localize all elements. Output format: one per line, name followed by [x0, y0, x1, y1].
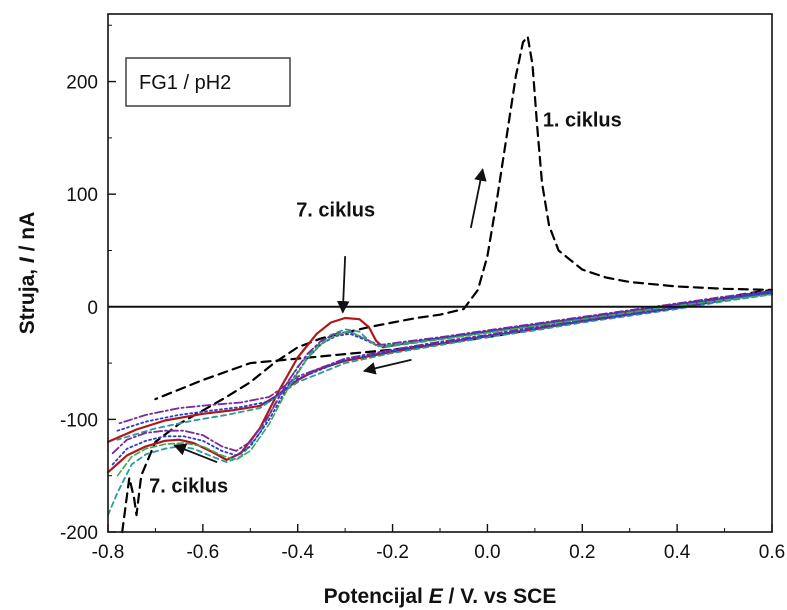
series-line-1 [121, 35, 774, 534]
annotation-label: 1. ciklus [543, 110, 622, 132]
x-tick-label: 0.0 [474, 542, 500, 563]
x-tick-label: -0.4 [281, 542, 314, 563]
annotation-arrow [173, 443, 218, 464]
x-axis-title-part: Potencijal [324, 585, 429, 608]
x-axis-title-part: E [429, 585, 444, 608]
y-axis-title-part: / nA [16, 212, 39, 258]
series-line-5 [111, 291, 773, 466]
x-axis-title: Potencijal E / V. vs SCE [324, 585, 557, 608]
x-tick-label: 0.4 [664, 542, 691, 563]
x-tick-label: -0.2 [376, 542, 409, 563]
annotation-arrow [469, 168, 487, 229]
annotation-arrow [336, 256, 350, 314]
x-tick-label: -0.8 [92, 542, 125, 563]
y-axis-title: Struja, I / nA [16, 212, 39, 335]
y-tick-label: 0 [87, 298, 98, 319]
annotation-label: 7. ciklus [296, 200, 375, 222]
y-tick-label: 100 [66, 185, 98, 206]
annotation-label: 7. ciklus [149, 476, 228, 498]
x-tick-label: 0.2 [569, 542, 595, 563]
y-tick-label: -200 [60, 523, 98, 544]
series-line-4 [111, 290, 773, 455]
x-tick-label: 0.6 [759, 542, 785, 563]
annotation-arrow [362, 358, 412, 375]
legend-box-label: FG1 / pH2 [139, 72, 231, 94]
y-tick-label: 200 [66, 73, 98, 94]
y-axis-title-part: Struja, [16, 263, 39, 334]
x-axis-title-part: / V. vs SCE [443, 585, 557, 608]
legend-box [125, 57, 291, 107]
series-line-2 [106, 292, 774, 474]
y-axis-title-part: I [16, 256, 39, 263]
series-line-6 [116, 293, 773, 477]
y-tick-label: -100 [60, 410, 98, 431]
x-tick-label: -0.6 [186, 542, 219, 563]
